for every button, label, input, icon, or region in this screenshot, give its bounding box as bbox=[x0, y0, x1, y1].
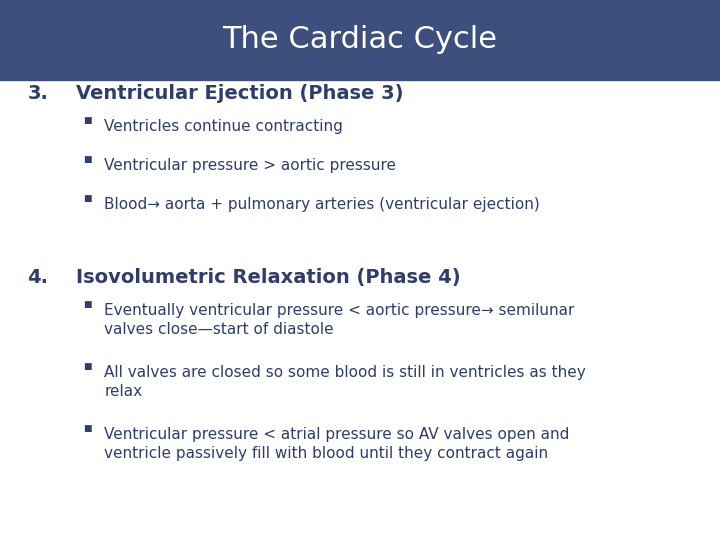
Text: ■: ■ bbox=[83, 300, 91, 309]
Text: ■: ■ bbox=[83, 155, 91, 164]
Text: Ventricular pressure < atrial pressure so AV valves open and
ventricle passively: Ventricular pressure < atrial pressure s… bbox=[104, 427, 570, 461]
Text: Ventricular pressure > aortic pressure: Ventricular pressure > aortic pressure bbox=[104, 158, 397, 173]
Text: 3.: 3. bbox=[27, 84, 48, 103]
Text: ■: ■ bbox=[83, 116, 91, 125]
Text: ■: ■ bbox=[83, 194, 91, 203]
Text: Blood→ aorta + pulmonary arteries (ventricular ejection): Blood→ aorta + pulmonary arteries (ventr… bbox=[104, 197, 540, 212]
Text: All valves are closed so some blood is still in ventricles as they
relax: All valves are closed so some blood is s… bbox=[104, 365, 586, 399]
Text: Isovolumetric Relaxation (Phase 4): Isovolumetric Relaxation (Phase 4) bbox=[76, 268, 460, 287]
Text: ■: ■ bbox=[83, 362, 91, 372]
Text: ■: ■ bbox=[83, 424, 91, 434]
Text: The Cardiac Cycle: The Cardiac Cycle bbox=[222, 25, 498, 55]
Text: 4.: 4. bbox=[27, 268, 48, 287]
Text: Eventually ventricular pressure < aortic pressure→ semilunar
valves close—start : Eventually ventricular pressure < aortic… bbox=[104, 303, 575, 337]
Text: Ventricles continue contracting: Ventricles continue contracting bbox=[104, 119, 343, 134]
Text: Ventricular Ejection (Phase 3): Ventricular Ejection (Phase 3) bbox=[76, 84, 403, 103]
Bar bbox=[0, 0, 720, 80]
